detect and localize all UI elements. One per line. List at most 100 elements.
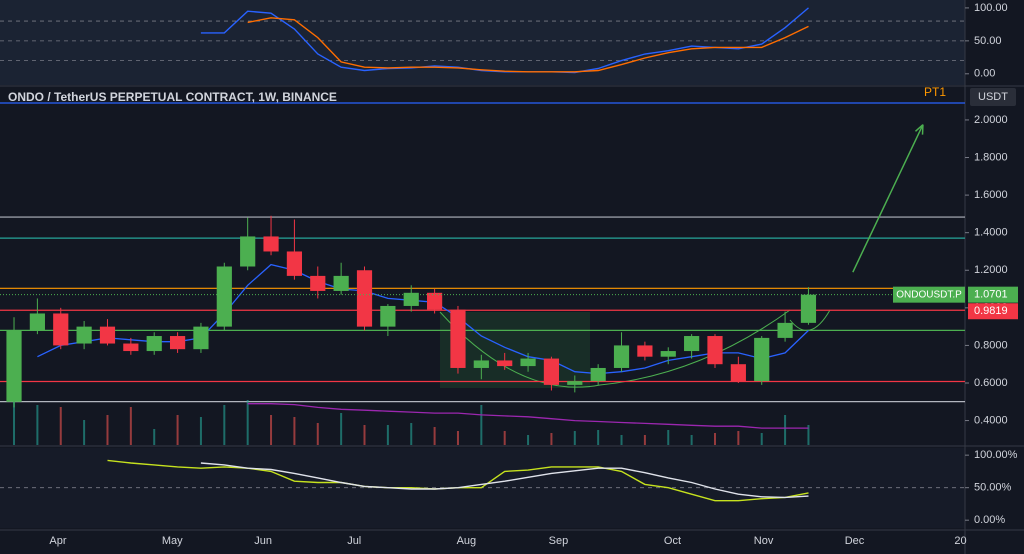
- x-tick-label: Dec: [845, 535, 865, 547]
- volume-bar: [690, 435, 693, 445]
- volume-bar: [153, 429, 156, 445]
- candle-body: [567, 381, 583, 385]
- x-tick-label: Sep: [549, 535, 569, 547]
- oscillator-line: [247, 17, 809, 73]
- cup-curve: [439, 309, 791, 388]
- candle-body: [520, 358, 536, 367]
- candle-body: [380, 305, 396, 327]
- volume-bar: [129, 407, 132, 445]
- y-tick-label: 0.4000: [974, 414, 1008, 426]
- candle-body: [6, 330, 22, 402]
- candle-body: [333, 275, 349, 291]
- x-tick-label: Oct: [664, 535, 681, 547]
- y-tick-label: 2.0000: [974, 114, 1008, 126]
- volume-bar: [527, 435, 530, 445]
- volume-bar: [83, 420, 86, 445]
- volume-bar: [433, 427, 436, 445]
- candle-body: [263, 236, 279, 252]
- last-price-name-box: [893, 286, 965, 303]
- candle-body: [660, 351, 676, 357]
- volume-bar: [550, 433, 553, 445]
- y-tick-label: 50.00%: [974, 482, 1012, 494]
- x-tick-label: May: [162, 535, 183, 547]
- volume-bar: [620, 435, 623, 445]
- arrow-head: [914, 124, 924, 135]
- candle-body: [473, 360, 489, 368]
- volume-bar: [410, 423, 413, 445]
- candle-body: [684, 336, 700, 352]
- volume-bar: [59, 407, 62, 445]
- volume-bar: [807, 425, 810, 445]
- candle-body: [53, 313, 69, 346]
- candle-body: [240, 236, 256, 267]
- volume-bar: [363, 425, 366, 445]
- currency-box: [970, 88, 1016, 106]
- volume-bar: [223, 405, 226, 445]
- volume-bar: [36, 405, 39, 445]
- last-price-value: 1.0701: [974, 289, 1008, 301]
- last-price-name: ONDOUSDT.P: [896, 289, 962, 300]
- candle-body: [590, 367, 606, 382]
- volume-bar: [316, 423, 319, 445]
- candle-body: [123, 343, 139, 352]
- y-tick-label: 1.2000: [974, 264, 1008, 276]
- y-tick-label: 1.8000: [974, 151, 1008, 163]
- y-tick-label: 0.6000: [974, 377, 1008, 389]
- volume-bar: [480, 405, 483, 445]
- volume-bar: [597, 430, 600, 445]
- volume-bar: [176, 415, 179, 445]
- volume-bar: [760, 433, 763, 445]
- currency: USDT: [978, 91, 1008, 103]
- volume-bar: [713, 433, 716, 445]
- volume-bar: [199, 417, 202, 445]
- volume-bar: [270, 415, 273, 445]
- y-tick-label: 1.6000: [974, 189, 1008, 201]
- volume-bar: [503, 431, 506, 445]
- candle-body: [800, 294, 817, 323]
- candle-body: [777, 322, 793, 338]
- y-tick-label: 0.00%: [974, 514, 1005, 526]
- x-tick-label: Apr: [49, 535, 66, 547]
- candle-body: [216, 266, 232, 327]
- candle-body: [99, 326, 116, 344]
- x-tick-label: Nov: [754, 535, 774, 547]
- overlay-line: [247, 403, 809, 429]
- y-tick-label: 100.00%: [974, 449, 1018, 461]
- y-tick-label: 1.4000: [974, 227, 1008, 239]
- volume-bar: [13, 397, 16, 445]
- volume-bar: [643, 435, 646, 445]
- candle-body: [169, 336, 186, 350]
- marker-value: 0.9819: [974, 305, 1008, 317]
- candle-body: [427, 292, 443, 310]
- last-price-box: [968, 286, 1018, 303]
- volume-bar: [106, 415, 109, 445]
- candle-body: [76, 326, 92, 344]
- candle-body: [403, 292, 419, 306]
- volume-bar: [246, 400, 249, 445]
- candle-body: [543, 358, 560, 385]
- y-tick-label: 0.00: [974, 68, 995, 80]
- top-pane-bg: [0, 0, 965, 85]
- marker-box: [968, 303, 1018, 320]
- volume-bar: [293, 417, 296, 445]
- candle-body: [146, 336, 162, 352]
- candle-body: [310, 275, 326, 291]
- candle-body: [193, 326, 209, 350]
- overlay-line: [37, 263, 809, 375]
- candle-body: [497, 360, 513, 367]
- arrow: [852, 124, 924, 273]
- candle-body: [450, 309, 466, 368]
- volume-bar: [456, 431, 459, 445]
- candle-body: [707, 336, 723, 365]
- volume-bar: [386, 425, 389, 445]
- candle-body: [754, 337, 770, 382]
- x-tick-label: Jun: [254, 535, 272, 547]
- candle-body: [613, 345, 630, 368]
- y-tick-label: 50.00: [974, 35, 1002, 47]
- y-tick-label: 100.00: [974, 2, 1008, 14]
- x-tick-label: 20: [954, 535, 966, 547]
- x-tick-label: Jul: [347, 535, 361, 547]
- volume-bar: [784, 415, 787, 445]
